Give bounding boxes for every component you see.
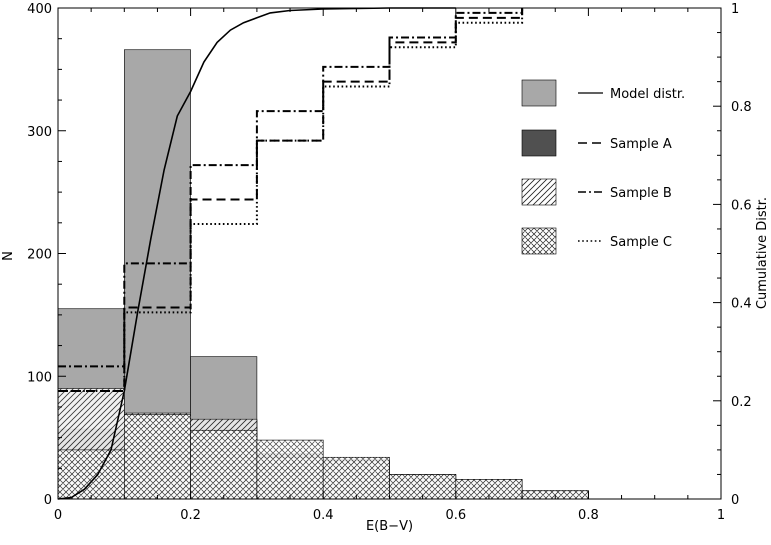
axes: 0 0.2 0.4 0.6 0.8 1010020030040000.20.40.60.8…	[27, 2, 752, 523]
y2-axis-label: Cumulative Distr.	[755, 197, 770, 309]
x-tick-label: 0.4	[313, 508, 334, 523]
legend-swatch	[521, 79, 557, 107]
y-tick-label: 0	[44, 493, 52, 508]
x-tick-label: 1	[717, 508, 725, 523]
y2-tick-label: 0.6	[731, 198, 752, 213]
cumulative-line-sample-b	[58, 8, 524, 368]
y-axis-label: N	[1, 251, 16, 261]
legend-swatch	[521, 129, 557, 157]
bar-sample-c	[124, 414, 191, 500]
bar-sample-c	[190, 429, 258, 500]
y2-tick-label: 0.8	[731, 100, 752, 115]
bar-sample-c	[322, 456, 390, 500]
x-tick-label: 0.8	[578, 508, 599, 523]
histogram-bars	[57, 49, 589, 500]
y-tick-label: 300	[27, 125, 52, 140]
legend-label: Sample A	[610, 137, 672, 152]
legend-swatch	[521, 227, 557, 255]
x-tick-label: 0.2	[180, 508, 201, 523]
y2-tick-label: 0	[731, 493, 739, 508]
y-tick-label: 100	[27, 370, 52, 385]
bar-sample-c	[256, 439, 324, 500]
legend: Model distr. Sample A Sample B Sample C	[521, 79, 685, 255]
y2-tick-label: 0.4	[731, 297, 752, 312]
bar-sample-c	[57, 449, 125, 500]
bar-sample-c	[389, 474, 457, 500]
cumulative-lines	[57, 7, 524, 500]
y2-tick-label: 0.2	[731, 395, 752, 410]
legend-label: Sample B	[610, 186, 672, 201]
x-tick-label: 0	[54, 508, 62, 523]
legend-label: Sample C	[610, 235, 672, 250]
cumulative-line-model-distr	[57, 7, 456, 500]
y-tick-label: 200	[27, 248, 52, 263]
x-axis-label: E(B−V)	[366, 519, 413, 534]
y2-tick-label: 1	[731, 2, 739, 17]
legend-swatch	[521, 178, 557, 206]
y-tick-label: 400	[27, 2, 52, 17]
legend-label: Model distr.	[610, 87, 685, 102]
x-tick-label: 0.6	[445, 508, 466, 523]
